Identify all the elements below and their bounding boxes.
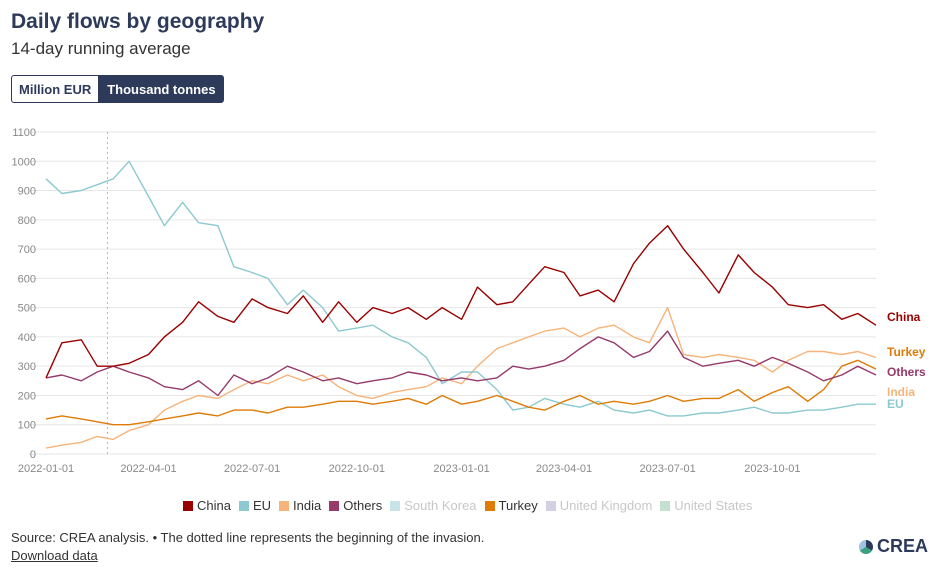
legend-label: United States [674, 498, 753, 513]
unit-toggle: Million EUR Thousand tonnes [11, 75, 224, 103]
toggle-million-eur-button[interactable]: Million EUR [11, 75, 100, 103]
legend-item-turkey[interactable]: Turkey [484, 498, 538, 513]
legend-item-eu[interactable]: EU [238, 498, 272, 513]
source-note: Source: CREA analysis. • The dotted line… [11, 530, 485, 545]
legend-item-united-states[interactable]: United States [660, 498, 752, 513]
series-line-india [45, 306, 877, 449]
end-label-eu: EU [887, 397, 904, 411]
legend-label: EU [252, 498, 272, 513]
legend-label: India [293, 498, 322, 513]
legend-label: United Kingdom [559, 498, 653, 513]
legend-label: Turkey [498, 498, 538, 513]
x-tick-label: 2023-04-01 [536, 463, 592, 475]
y-tick-label: 100 [18, 420, 36, 432]
x-tick-label: 2022-04-01 [120, 463, 176, 475]
series-line-eu [45, 160, 876, 417]
legend-item-india[interactable]: India [279, 498, 321, 513]
legend-item-others[interactable]: Others [329, 498, 382, 513]
y-tick-label: 300 [18, 361, 36, 373]
end-label-turkey: Turkey [887, 345, 926, 359]
x-tick-label: 2022-07-01 [224, 463, 280, 475]
y-tick-label: 0 [30, 449, 36, 461]
legend-label: Others [343, 498, 383, 513]
end-label-india: India [887, 385, 915, 399]
chart-legend: China EU India Others South Korea Turkey Unite… [183, 498, 760, 513]
legend-item-united-kingdom[interactable]: United Kingdom [545, 498, 653, 513]
legend-swatch [183, 500, 193, 511]
series-line-others [45, 330, 877, 397]
y-tick-label: 400 [18, 332, 36, 344]
legend-swatch [484, 500, 495, 511]
legend-label: China [197, 498, 231, 513]
y-tick-label: 1100 [12, 127, 36, 139]
y-tick-label: 500 [18, 303, 36, 315]
legend-swatch [660, 500, 671, 511]
line-chart: 0 100 200 300 400 500 600 700 800 900 1000 1100 2022… [12, 127, 926, 475]
crea-logo-icon [858, 539, 873, 554]
crea-logo-text: CREA [876, 536, 928, 556]
chart-subtitle: 14-day running average [11, 39, 191, 58]
x-tick-label: 2022-01-01 [18, 463, 74, 475]
legend-swatch [238, 500, 249, 511]
y-tick-label: 700 [18, 244, 36, 256]
legend-swatch [329, 500, 340, 511]
legend-label: South Korea [404, 498, 477, 513]
legend-item-china[interactable]: China [183, 498, 231, 513]
crea-logo: CREA [858, 536, 928, 557]
x-tick-label: 2022-10-01 [329, 463, 385, 475]
y-tick-label: 900 [18, 186, 36, 198]
legend-swatch [390, 500, 401, 511]
chart-title: Daily flows by geography [11, 10, 265, 33]
end-label-others: Others [887, 365, 926, 379]
download-data-link[interactable]: Download data [11, 548, 98, 563]
toggle-thousand-tonnes-button[interactable]: Thousand tonnes [99, 75, 224, 103]
y-tick-label: 200 [18, 390, 36, 402]
legend-swatch [545, 500, 556, 511]
y-tick-label: 800 [18, 215, 36, 227]
y-tick-label: 1000 [12, 156, 36, 168]
x-tick-label: 2023-01-01 [433, 463, 489, 475]
x-tick-label: 2023-07-01 [640, 463, 696, 475]
end-label-china: China [887, 310, 921, 324]
series-line-turkey [45, 359, 877, 426]
y-tick-label: 600 [18, 273, 36, 285]
legend-swatch [279, 500, 290, 511]
series-line-china [45, 224, 877, 379]
x-tick-label: 2023-10-01 [744, 463, 800, 475]
legend-item-south-korea[interactable]: South Korea [390, 498, 477, 513]
